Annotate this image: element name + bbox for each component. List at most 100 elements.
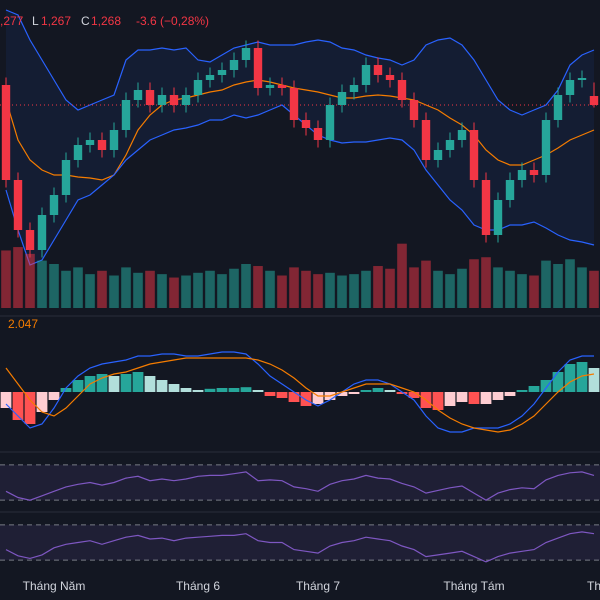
macd-histogram-bar	[576, 362, 588, 392]
candle-body	[37, 215, 47, 250]
volume-bar	[145, 270, 155, 308]
macd-line	[5, 357, 595, 433]
macd-histogram-bar	[108, 376, 120, 392]
macd-histogram-bar	[144, 376, 156, 392]
candle-body	[205, 75, 215, 80]
macd-histogram-bar	[336, 392, 348, 396]
candle-body	[217, 70, 227, 75]
volume-bar	[541, 260, 551, 308]
volume-bar	[325, 272, 335, 308]
macd-histogram-bar	[372, 388, 384, 392]
volume-bar	[373, 266, 383, 308]
macd-histogram-bar	[0, 392, 12, 408]
macd-histogram-bar	[552, 372, 564, 392]
candle-body	[301, 120, 311, 128]
candle-body	[73, 145, 83, 160]
macd-histogram-bar	[528, 386, 540, 392]
candle-body	[457, 130, 467, 140]
macd-histogram-bar	[300, 392, 312, 406]
volume-bar	[37, 260, 47, 308]
volume-bar	[349, 274, 359, 308]
macd-histogram-bar	[588, 368, 600, 392]
macd-histogram-bar	[444, 392, 456, 406]
volume-bar	[313, 274, 323, 308]
header-change: -3.6 (−0,28%)	[136, 14, 209, 28]
candle-body	[157, 95, 167, 105]
macd-histogram-bar	[348, 392, 360, 394]
macd-histogram-bar	[276, 392, 288, 398]
candle-body	[565, 80, 575, 95]
macd-histogram-bar	[48, 392, 60, 400]
band-line	[5, 79, 595, 181]
volume-bar	[529, 275, 539, 308]
candle-body	[589, 96, 599, 105]
level-band	[0, 524, 600, 561]
volume-bar	[493, 267, 503, 308]
macd-histogram-bar	[132, 372, 144, 392]
header-low-label: L	[32, 14, 39, 28]
macd-histogram-bar	[564, 364, 576, 392]
candle-body	[517, 170, 527, 180]
x-tick-label: Tháng 7	[296, 579, 340, 593]
candle-body	[469, 130, 479, 180]
candle-body	[25, 230, 35, 250]
macd-histogram-bar	[96, 374, 108, 392]
volume-bar	[241, 264, 251, 308]
candle-body	[49, 195, 59, 215]
volume-bar	[589, 270, 599, 308]
volume-bar	[61, 270, 71, 308]
volume-bar	[133, 272, 143, 308]
volume-bar	[577, 267, 587, 308]
candle-body	[109, 130, 119, 150]
macd-histogram-bar	[468, 392, 480, 404]
volume-bar	[157, 274, 167, 308]
volume-bar	[469, 259, 479, 308]
candle-body	[337, 92, 347, 105]
level-band	[0, 464, 600, 501]
candle-body	[85, 140, 95, 145]
macd-histogram-bar	[12, 392, 24, 420]
header-close-label: C	[81, 14, 90, 28]
macd-histogram-bar	[204, 388, 216, 392]
macd-histogram-bar	[288, 392, 300, 402]
macd-histogram-bar	[228, 388, 240, 392]
candle-body	[553, 95, 563, 120]
macd-histogram-bar	[36, 392, 48, 412]
candle-body	[349, 85, 359, 92]
candle-body	[193, 80, 203, 95]
candle-body	[241, 48, 251, 60]
oscillator-line	[5, 471, 595, 501]
volume-bar	[277, 275, 287, 308]
x-tick-label: Tháng Năm	[23, 579, 86, 593]
macd-histogram-bar	[156, 380, 168, 392]
candle-body	[409, 100, 419, 120]
header-high: ,277	[0, 14, 24, 28]
volume-bar	[565, 259, 575, 308]
volume-bar	[397, 243, 407, 308]
volume-bar	[421, 260, 431, 308]
macd-histogram-bar	[492, 392, 504, 400]
macd-histogram-bar	[480, 392, 492, 404]
macd-value-label: 2.047	[8, 317, 38, 331]
volume-bar	[97, 270, 107, 308]
volume-bar	[337, 275, 347, 308]
volume-bar	[49, 264, 59, 308]
x-tick-label: Tháng Tám	[443, 579, 504, 593]
volume-bar	[25, 253, 35, 308]
layers: Tháng Năm Tháng 6 Tháng 7 Tháng Tám Th 2.047	[0, 9, 600, 593]
candle-body	[397, 80, 407, 100]
macd-histogram-bar	[216, 388, 228, 392]
macd-histogram-bar	[120, 374, 132, 392]
candle-body	[61, 160, 71, 195]
candle-body	[361, 65, 371, 85]
candle-body	[1, 85, 11, 180]
macd-histogram-bar	[540, 380, 552, 392]
macd-histogram-bar	[408, 392, 420, 398]
candle-body	[13, 180, 23, 230]
macd-histogram-bar	[432, 392, 444, 410]
header-close: 1,268	[91, 14, 121, 28]
candle-body	[505, 180, 515, 200]
candle-body	[289, 88, 299, 120]
